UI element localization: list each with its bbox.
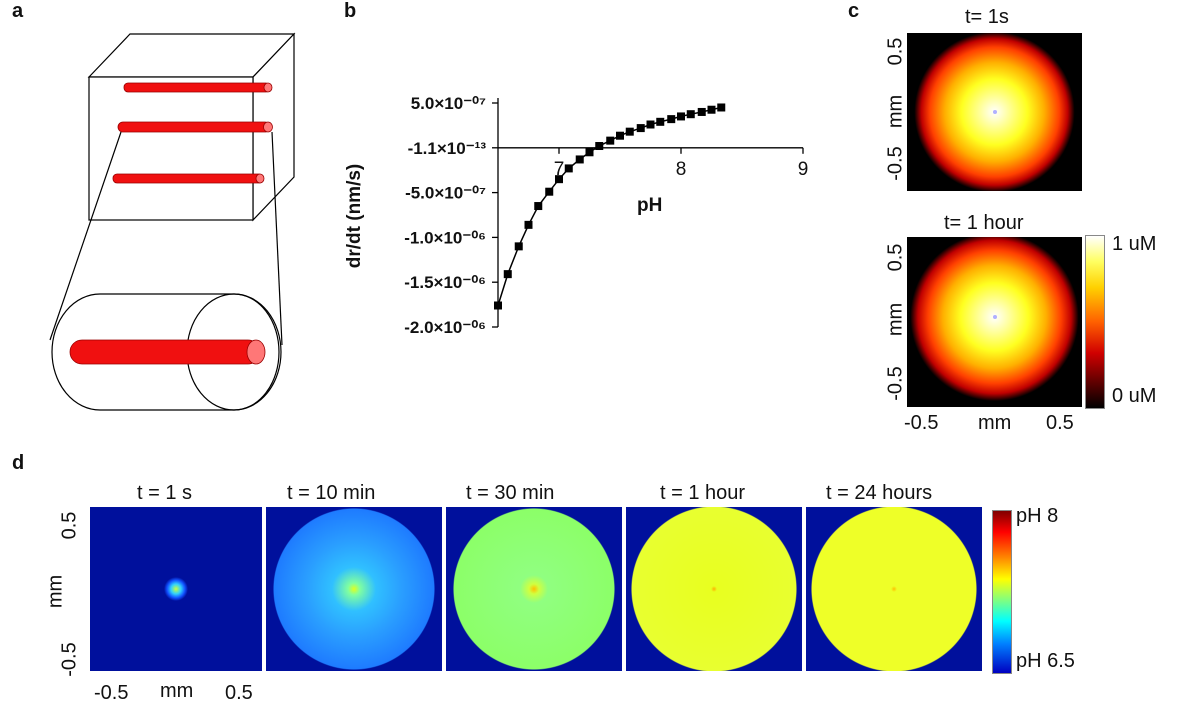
chart-b-point xyxy=(625,127,634,136)
colorbar-d-max: pH 8 xyxy=(1016,505,1059,527)
map-c2-ylabel: mm xyxy=(884,302,907,337)
map-d-ylabel: mm xyxy=(44,574,67,609)
chart-b-point xyxy=(514,242,523,251)
panel-label-a: a xyxy=(12,0,24,22)
map-c1-ytick-top: 0.5 xyxy=(884,37,907,66)
zoomed-rod xyxy=(69,339,266,365)
colorbar-d-min: pH 6.5 xyxy=(1016,650,1075,672)
chart-b-point xyxy=(595,142,604,151)
ph-map-30min xyxy=(446,507,622,671)
chart-b-point xyxy=(616,131,624,140)
chart-b-point xyxy=(667,115,676,124)
chart-b-point xyxy=(707,105,716,114)
ph-colorbar xyxy=(992,510,1012,674)
chart-b-point xyxy=(697,107,706,116)
concentration-colorbar xyxy=(1085,235,1105,409)
map-d2-title: t = 10 min xyxy=(287,482,376,504)
ph-map-1hour xyxy=(626,507,802,671)
chart-b-point xyxy=(585,148,594,157)
chart-b-xtick-label: 8 xyxy=(676,159,687,180)
map-d-xtick-right: 0.5 xyxy=(225,682,253,704)
panel-label-c: c xyxy=(848,0,860,22)
chart-b-point xyxy=(686,110,695,119)
chart-b-point xyxy=(555,175,563,184)
concentration-map-1hour xyxy=(907,237,1082,407)
rod-1 xyxy=(123,82,273,93)
chart-b-point xyxy=(575,155,584,164)
map-d1-title: t = 1 s xyxy=(137,482,193,504)
map-d-xtick-left: -0.5 xyxy=(94,682,129,704)
chart-b-point xyxy=(677,112,685,121)
chart-b-xlabel: pH xyxy=(637,195,663,216)
chart-b-ytick-label: -5.0×10⁻⁰⁷ xyxy=(405,184,486,203)
map-c1-ytick-bottom: -0.5 xyxy=(884,146,907,181)
rod-2 xyxy=(117,121,273,133)
ph-map-1s xyxy=(90,507,262,671)
chart-b-ytick-label: -1.0×10⁻⁰⁶ xyxy=(404,228,486,247)
colorbar-c-min: 0 uM xyxy=(1112,385,1157,407)
chart-b-point xyxy=(524,220,533,229)
map-c-xlabel: mm xyxy=(978,412,1012,434)
chart-b-point xyxy=(503,270,512,279)
map-c-xtick-right: 0.5 xyxy=(1046,412,1074,434)
chart-b-ylabel: dr/dt (nm/s) xyxy=(344,163,365,269)
colorbar-c-max: 1 uM xyxy=(1112,233,1157,255)
panel-label-d: d xyxy=(12,452,25,474)
map-d5-title: t = 24 hours xyxy=(826,482,933,504)
chart-b-ytick-label: 5.0×10⁻⁰⁷ xyxy=(411,94,486,113)
chart-b-point xyxy=(534,202,543,211)
ph-map-24hours xyxy=(806,507,982,671)
panel-label-b: b xyxy=(344,0,357,22)
map-d-ytick-bottom: -0.5 xyxy=(58,642,81,677)
chart-b-xtick-label: 7 xyxy=(554,159,565,180)
chart-b-point xyxy=(717,103,726,112)
map-c1-ylabel: mm xyxy=(884,94,907,129)
map-c-xtick-left: -0.5 xyxy=(904,412,939,434)
map-d3-title: t = 30 min xyxy=(466,482,555,504)
chart-b-point xyxy=(646,120,655,129)
map-d4-title: t = 1 hour xyxy=(660,482,746,504)
map-c1-title: t= 1s xyxy=(965,6,1009,28)
chart-b-point xyxy=(545,187,554,196)
map-d-ytick-top: 0.5 xyxy=(58,511,81,540)
ph-map-10min xyxy=(266,507,442,671)
chart-b-point xyxy=(656,117,665,126)
map-d-xlabel: mm xyxy=(160,680,194,702)
chart-b-point xyxy=(606,136,615,145)
chart-b-ytick-label: -2.0×10⁻⁰⁶ xyxy=(404,318,486,337)
chart-b-ytick-label: -1.5×10⁻⁰⁶ xyxy=(404,273,486,292)
map-c2-ytick-top: 0.5 xyxy=(884,243,907,272)
chart-b-ytick-label: -1.1×10⁻¹³ xyxy=(408,139,487,158)
rod-3 xyxy=(112,173,265,184)
chart-b-xtick-label: 9 xyxy=(798,159,809,180)
chart-b-point xyxy=(494,301,502,310)
map-c2-title: t= 1 hour xyxy=(944,212,1024,234)
chart-b-point xyxy=(636,124,645,133)
map-c2-ytick-bottom: -0.5 xyxy=(884,366,907,401)
chart-b-point xyxy=(564,164,573,173)
concentration-map-1s xyxy=(907,33,1082,191)
